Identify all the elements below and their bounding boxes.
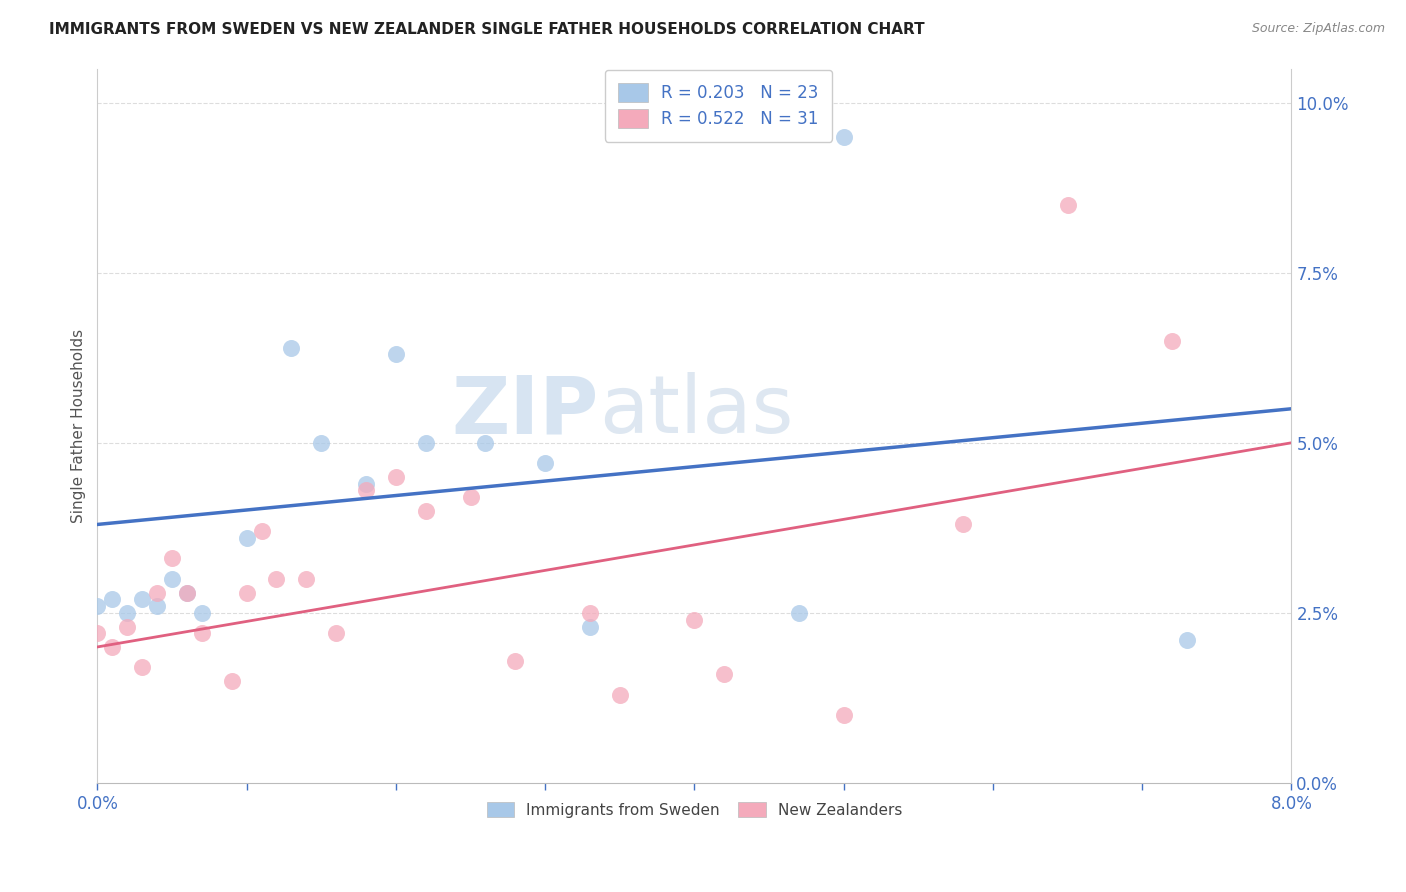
Point	[354, 483, 377, 498]
Point	[160, 572, 183, 586]
Point	[115, 606, 138, 620]
Point	[1161, 334, 1184, 348]
Point	[131, 660, 153, 674]
Point	[176, 585, 198, 599]
Point	[832, 708, 855, 723]
Point	[683, 613, 706, 627]
Point	[235, 531, 257, 545]
Point	[266, 572, 288, 586]
Point	[101, 640, 124, 654]
Text: Source: ZipAtlas.com: Source: ZipAtlas.com	[1251, 22, 1385, 36]
Point	[1175, 633, 1198, 648]
Point	[385, 347, 408, 361]
Point	[460, 490, 482, 504]
Y-axis label: Single Father Households: Single Father Households	[72, 329, 86, 523]
Point	[1056, 197, 1078, 211]
Point	[86, 626, 108, 640]
Point	[534, 456, 557, 470]
Point	[713, 667, 735, 681]
Point	[160, 551, 183, 566]
Point	[474, 435, 496, 450]
Point	[309, 435, 332, 450]
Point	[325, 626, 347, 640]
Point	[191, 626, 214, 640]
Point	[250, 524, 273, 539]
Point	[176, 585, 198, 599]
Point	[131, 592, 153, 607]
Point	[415, 435, 437, 450]
Point	[280, 341, 302, 355]
Point	[115, 619, 138, 633]
Point	[101, 592, 124, 607]
Point	[146, 585, 169, 599]
Point	[354, 476, 377, 491]
Point	[579, 619, 602, 633]
Point	[221, 673, 243, 688]
Point	[146, 599, 169, 613]
Point	[385, 470, 408, 484]
Point	[191, 606, 214, 620]
Point	[787, 606, 810, 620]
Text: IMMIGRANTS FROM SWEDEN VS NEW ZEALANDER SINGLE FATHER HOUSEHOLDS CORRELATION CHA: IMMIGRANTS FROM SWEDEN VS NEW ZEALANDER …	[49, 22, 925, 37]
Point	[86, 599, 108, 613]
Point	[952, 517, 974, 532]
Point	[832, 129, 855, 144]
Text: atlas: atlas	[599, 373, 793, 450]
Legend: Immigrants from Sweden, New Zealanders: Immigrants from Sweden, New Zealanders	[479, 794, 910, 825]
Point	[609, 688, 631, 702]
Point	[295, 572, 318, 586]
Point	[503, 654, 526, 668]
Point	[579, 606, 602, 620]
Point	[415, 504, 437, 518]
Text: ZIP: ZIP	[451, 373, 599, 450]
Point	[235, 585, 257, 599]
